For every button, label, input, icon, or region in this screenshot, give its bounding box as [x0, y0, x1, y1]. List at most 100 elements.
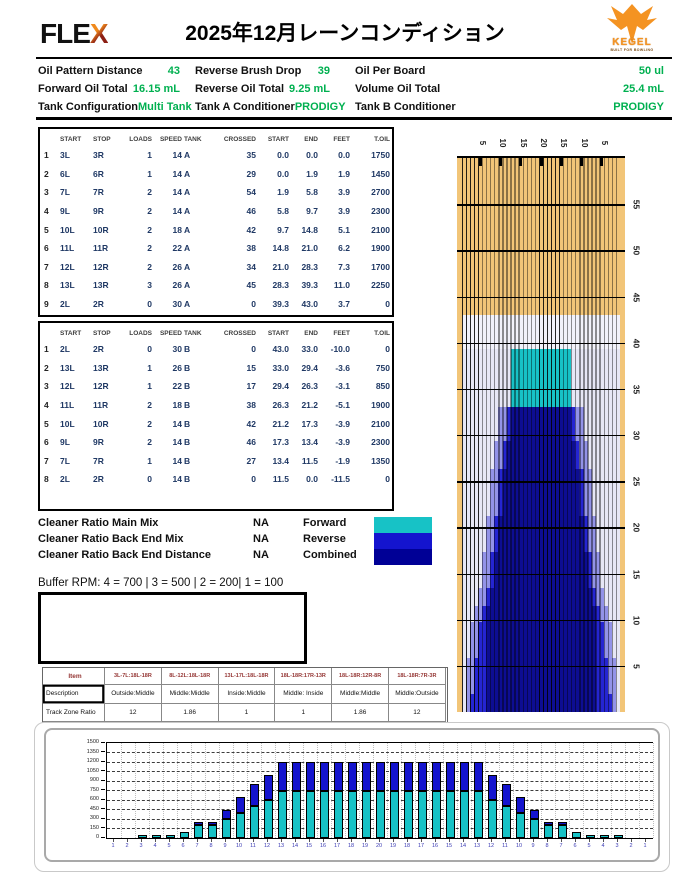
load-table-cell: B — [184, 362, 191, 373]
bar-reverse — [557, 822, 567, 826]
track-zone-ratio-table: Item 3L-7L:18L-18R 8L-12L:18L-18R 13L-17L:1… — [42, 667, 448, 723]
load-table-cell: 2 — [147, 261, 152, 272]
x-axis-tick — [197, 838, 198, 842]
load-table-cell: 2R — [93, 474, 104, 485]
info-label: Oil Per Board — [355, 65, 426, 77]
y-axis-label: 300 — [89, 815, 99, 821]
load-table-cell: 46 — [246, 206, 256, 217]
x-axis-label: 7 — [195, 843, 199, 849]
load-table-header-cell: TANK — [184, 136, 202, 143]
load-table-cell: 4 — [44, 206, 49, 217]
info-label: Volume Oil Total — [355, 83, 441, 95]
load-table-cell: 2R — [93, 299, 104, 310]
load-table-cell: 38 — [246, 243, 256, 254]
flex-logo: FLEX — [40, 18, 109, 50]
board-label: 20 — [539, 138, 548, 148]
load-table-cell: B — [184, 474, 191, 485]
load-table-cell: 13.4 — [272, 455, 289, 466]
load-table-cell: 10R — [93, 224, 109, 235]
x-axis-label: 6 — [573, 843, 577, 849]
load-table-cell: 9 — [44, 299, 49, 310]
load-table-header-cell: END — [304, 330, 318, 337]
info-row: Volume Oil Total 25.4 mL — [355, 80, 664, 98]
load-table-row: 8 2L 2R 0 14 B 0 11.5 0.0 -11.5 0 — [40, 470, 392, 489]
info-label: Tank Configuration — [38, 101, 139, 113]
x-axis-label: 16 — [319, 843, 327, 849]
board-tick — [559, 158, 563, 166]
info-row: Reverse Brush Drop 39 — [195, 62, 330, 80]
info-divider — [36, 117, 672, 120]
bar-forward — [137, 834, 147, 838]
load-table-cell: 17.3 — [301, 418, 318, 429]
bar-reverse — [263, 774, 273, 800]
load-table-cell: 1700 — [371, 261, 390, 272]
bar-forward — [487, 800, 497, 838]
load-table-cell: 850 — [375, 381, 390, 392]
load-table-cell: 2 — [44, 362, 49, 373]
info-value: PRODIGY — [613, 101, 664, 113]
y-axis-tick — [101, 770, 105, 771]
track-zone-cell: Middle:Outside — [388, 685, 446, 704]
bar-forward — [445, 790, 455, 838]
distance-label: 45 — [631, 292, 642, 302]
x-axis-tick — [547, 838, 548, 842]
legend-swatch — [374, 549, 432, 565]
distance-line — [457, 619, 625, 622]
bar-forward — [151, 834, 161, 838]
legend-swatch — [374, 533, 432, 549]
x-axis-tick — [183, 838, 184, 842]
load-table-cell: 28.3 — [272, 280, 289, 291]
bar-forward — [501, 806, 511, 838]
load-table-cell: 17.3 — [272, 437, 289, 448]
flex-logo-x-icon: X — [89, 18, 109, 49]
board-tick — [478, 158, 482, 166]
load-table-cell: 11.5 — [301, 455, 318, 466]
x-axis-tick — [645, 838, 646, 842]
notes-box — [38, 592, 307, 664]
y-axis-tick — [101, 779, 105, 781]
load-table-cell: 14 — [172, 150, 182, 161]
load-table-cell: 18 — [172, 224, 182, 235]
load-table-row: 3 12L 12R 1 22 B 17 29.4 26.3 -3.1 850 — [40, 377, 392, 396]
load-table-cell: 17 — [246, 381, 256, 392]
load-table-cell: 0 — [385, 344, 390, 355]
load-table-cell: 29.4 — [301, 362, 318, 373]
load-table-cell: 5 — [44, 224, 49, 235]
load-table-cell: 750 — [375, 362, 390, 373]
bar-reverse — [473, 762, 483, 791]
load-table-header-row: START STOP LOADS SPEED TANK CROSSED START END FE… — [40, 133, 392, 146]
load-table-cell: 38 — [246, 400, 256, 411]
y-axis-label: 450 — [89, 805, 99, 812]
load-table-cell: 14.8 — [272, 243, 289, 254]
load-table-cell: 2100 — [371, 224, 390, 235]
load-table-cell: 21.2 — [272, 418, 289, 429]
load-table-cell: 42 — [246, 418, 256, 429]
x-axis-label: 13 — [277, 843, 285, 849]
load-table-cell: 13R — [93, 362, 109, 373]
x-axis-tick — [449, 838, 450, 842]
distance-line — [457, 296, 625, 298]
x-axis-tick — [393, 838, 394, 842]
load-table-cell: 45 — [246, 280, 256, 291]
load-table-row: 4 9L 9R 2 14 A 46 5.8 9.7 3.9 2300 — [40, 202, 392, 221]
info-row: Oil Pattern Distance 43 — [38, 62, 180, 80]
load-table-cell: 2300 — [371, 206, 390, 217]
load-table-cell: 13L — [60, 280, 75, 291]
kegel-eagle-icon — [607, 4, 657, 44]
bar-forward — [431, 790, 441, 838]
distance-line — [457, 204, 625, 206]
x-axis-tick — [505, 838, 506, 842]
bar-reverse — [361, 762, 371, 791]
board-tick — [600, 158, 604, 166]
track-zone-cell: Item — [43, 668, 105, 685]
bar-reverse — [487, 774, 497, 800]
load-table-cell: 2100 — [371, 418, 390, 429]
bar-reverse — [249, 784, 259, 807]
load-table-header-cell: START — [267, 136, 289, 143]
x-axis-label: 5 — [587, 843, 591, 849]
load-table-cell: 2300 — [371, 437, 390, 448]
info-label: Oil Pattern Distance — [38, 65, 143, 77]
load-table-header-cell: LOADS — [129, 136, 152, 143]
info-label: Forward Oil Total — [38, 83, 128, 95]
load-table-cell: 11L — [60, 400, 75, 411]
